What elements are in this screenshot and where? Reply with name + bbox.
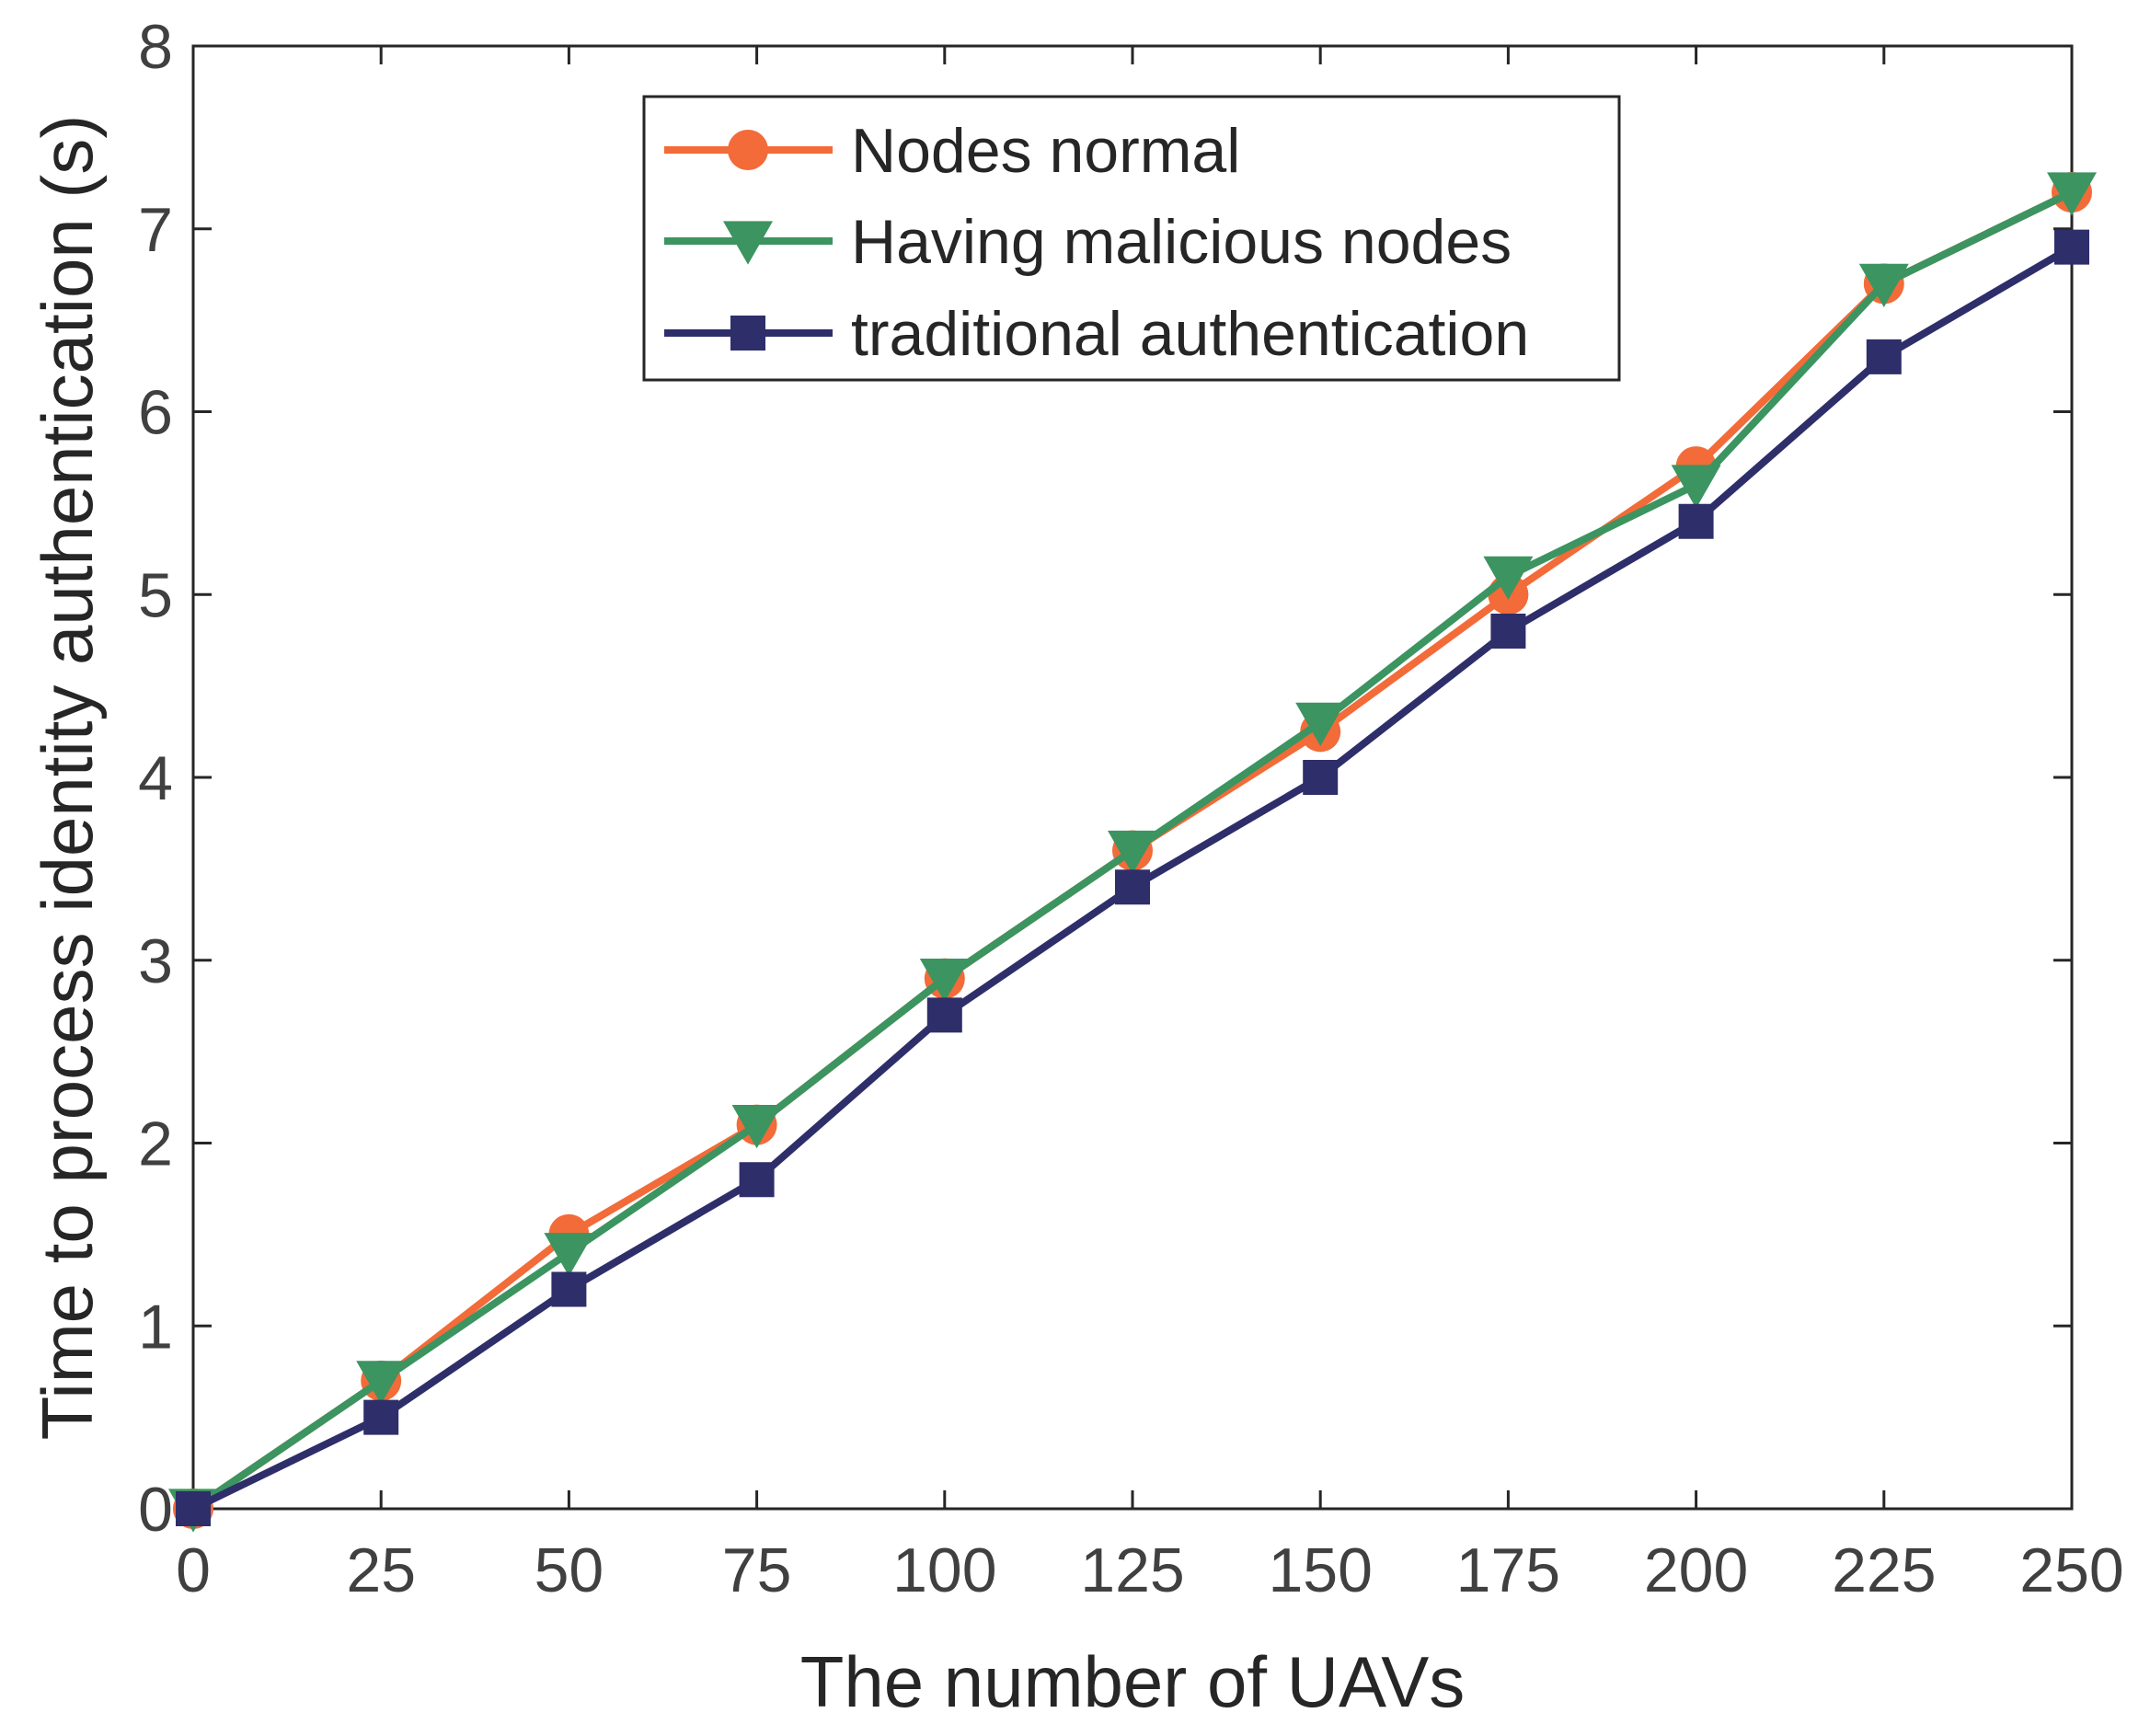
y-tick-label: 2 — [138, 1109, 173, 1179]
y-tick-label: 1 — [138, 1292, 173, 1362]
y-tick-label: 8 — [138, 12, 173, 82]
y-tick-label: 6 — [138, 378, 173, 448]
x-tick-label: 0 — [176, 1535, 211, 1605]
series-having-malicious-nodes — [168, 172, 2097, 1533]
legend-marker — [730, 316, 765, 351]
series-group — [168, 172, 2097, 1533]
data-point — [731, 1105, 782, 1149]
data-point — [176, 1491, 211, 1526]
x-tick-label: 75 — [722, 1535, 792, 1605]
axis-ticks: 0 25 50 75 100 125 150 175 200 225 250 0 1 2 3 4 5 6 7 8 — [138, 12, 2124, 1605]
x-tick-label: 100 — [892, 1535, 996, 1605]
data-point — [1295, 702, 1346, 747]
data-point — [1483, 556, 1534, 601]
data-point — [2054, 229, 2089, 265]
legend-label: Nodes normal — [851, 116, 1240, 186]
legend-label: Having malicious nodes — [851, 207, 1512, 277]
y-axis-title: Time to process identity authentication … — [27, 115, 108, 1441]
data-point — [1303, 760, 1339, 795]
x-tick-label: 175 — [1456, 1535, 1560, 1605]
y-tick-label: 7 — [138, 195, 173, 265]
legend-entry: Having malicious nodes — [664, 207, 1512, 277]
x-tick-label: 50 — [535, 1535, 604, 1605]
data-point — [544, 1233, 594, 1277]
x-axis-title: The number of UAVs — [800, 1641, 1466, 1722]
data-point — [926, 997, 962, 1033]
data-point — [1678, 503, 1714, 539]
y-tick-label: 3 — [138, 926, 173, 996]
data-point — [2047, 172, 2097, 216]
legend-label: traditional authentication — [851, 299, 1529, 369]
data-point — [919, 959, 970, 1003]
series-traditional-authentication — [176, 229, 2089, 1526]
legend: Nodes normal Having malicious nodes tradit… — [642, 95, 1621, 382]
data-point — [1858, 263, 1909, 308]
x-tick-label: 225 — [1832, 1535, 1936, 1605]
legend-entry: traditional authentication — [664, 299, 1529, 369]
y-tick-label: 4 — [138, 743, 173, 813]
x-tick-label: 150 — [1268, 1535, 1372, 1605]
x-tick-label: 25 — [346, 1535, 416, 1605]
data-point — [1866, 339, 1902, 374]
legend-marker — [728, 130, 768, 170]
y-tick-label: 0 — [138, 1475, 173, 1545]
data-point — [739, 1162, 775, 1198]
x-tick-label: 250 — [2019, 1535, 2123, 1605]
data-point — [356, 1361, 407, 1405]
legend-entry: Nodes normal — [664, 116, 1240, 186]
data-point — [1115, 869, 1150, 905]
x-tick-label: 125 — [1080, 1535, 1184, 1605]
data-point — [1490, 614, 1526, 649]
x-tick-label: 200 — [1644, 1535, 1748, 1605]
legend-marker — [723, 221, 773, 265]
data-point — [363, 1399, 399, 1435]
y-tick-label: 5 — [138, 560, 173, 630]
data-point — [551, 1271, 587, 1307]
data-point — [1671, 465, 1721, 509]
data-point — [1108, 830, 1157, 875]
